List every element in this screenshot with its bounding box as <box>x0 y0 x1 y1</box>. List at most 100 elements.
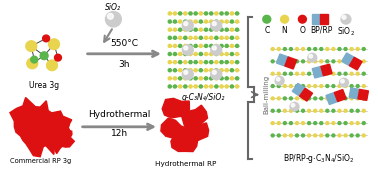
Circle shape <box>290 134 293 137</box>
Circle shape <box>235 69 239 72</box>
Circle shape <box>194 61 197 64</box>
Circle shape <box>290 102 299 111</box>
Circle shape <box>302 72 305 75</box>
Circle shape <box>271 60 274 63</box>
Circle shape <box>332 60 335 63</box>
Circle shape <box>362 85 365 88</box>
Circle shape <box>215 12 218 15</box>
Circle shape <box>290 109 293 112</box>
Circle shape <box>356 48 359 50</box>
Circle shape <box>277 60 280 63</box>
Circle shape <box>326 109 329 112</box>
Circle shape <box>320 72 323 75</box>
Circle shape <box>338 97 341 100</box>
Circle shape <box>356 72 359 75</box>
Circle shape <box>271 122 274 124</box>
Circle shape <box>314 122 317 124</box>
Circle shape <box>342 15 346 19</box>
Circle shape <box>199 28 203 31</box>
Circle shape <box>210 12 213 15</box>
Circle shape <box>174 20 177 23</box>
Circle shape <box>26 41 37 51</box>
Circle shape <box>204 52 208 56</box>
Circle shape <box>230 36 234 39</box>
Circle shape <box>326 72 329 75</box>
Circle shape <box>230 85 234 88</box>
Circle shape <box>210 28 213 31</box>
Circle shape <box>204 36 208 39</box>
Circle shape <box>220 61 223 64</box>
Circle shape <box>356 122 359 124</box>
Circle shape <box>178 12 182 15</box>
Circle shape <box>284 109 286 112</box>
Circle shape <box>178 52 182 56</box>
Circle shape <box>326 48 329 50</box>
Circle shape <box>189 77 192 80</box>
Circle shape <box>338 72 341 75</box>
Circle shape <box>314 72 317 75</box>
Circle shape <box>31 56 38 63</box>
Circle shape <box>320 109 323 112</box>
Circle shape <box>326 85 329 88</box>
Circle shape <box>302 134 305 137</box>
Circle shape <box>356 109 359 112</box>
Circle shape <box>174 77 177 80</box>
Circle shape <box>220 77 223 80</box>
Circle shape <box>189 52 192 56</box>
Circle shape <box>189 12 192 15</box>
Circle shape <box>210 36 213 39</box>
Circle shape <box>235 28 239 31</box>
Circle shape <box>212 46 216 50</box>
Circle shape <box>302 85 305 88</box>
Circle shape <box>339 78 349 87</box>
Circle shape <box>49 39 59 50</box>
Circle shape <box>178 85 182 88</box>
Circle shape <box>362 72 365 75</box>
Circle shape <box>332 85 335 88</box>
Circle shape <box>184 20 187 23</box>
Circle shape <box>199 20 203 23</box>
Circle shape <box>194 12 197 15</box>
Circle shape <box>220 69 223 72</box>
Circle shape <box>178 28 182 31</box>
Circle shape <box>230 69 234 72</box>
Circle shape <box>194 77 197 80</box>
Circle shape <box>204 69 208 72</box>
Circle shape <box>204 61 208 64</box>
Circle shape <box>235 52 239 56</box>
Circle shape <box>290 48 293 50</box>
Circle shape <box>277 122 280 124</box>
Circle shape <box>184 85 187 88</box>
Circle shape <box>225 20 228 23</box>
Circle shape <box>284 60 286 63</box>
Circle shape <box>308 60 311 63</box>
Circle shape <box>182 20 193 31</box>
Circle shape <box>284 72 286 75</box>
Circle shape <box>332 48 335 50</box>
Polygon shape <box>321 64 332 76</box>
Circle shape <box>302 48 305 50</box>
Circle shape <box>344 134 347 137</box>
Circle shape <box>362 122 365 124</box>
Circle shape <box>356 60 359 63</box>
Circle shape <box>46 60 57 71</box>
Circle shape <box>210 44 213 48</box>
Circle shape <box>284 85 286 88</box>
Circle shape <box>350 97 353 100</box>
Text: 12h: 12h <box>111 129 128 138</box>
Circle shape <box>189 28 192 31</box>
Circle shape <box>178 44 182 48</box>
Circle shape <box>168 44 171 48</box>
Circle shape <box>174 28 177 31</box>
Circle shape <box>211 45 222 55</box>
Circle shape <box>314 134 317 137</box>
Polygon shape <box>292 83 305 96</box>
Circle shape <box>194 28 197 31</box>
Circle shape <box>338 85 341 88</box>
Circle shape <box>225 44 228 48</box>
Circle shape <box>271 48 274 50</box>
Circle shape <box>338 60 341 63</box>
Circle shape <box>350 134 353 137</box>
Circle shape <box>290 72 293 75</box>
Text: 550°C: 550°C <box>110 39 138 48</box>
